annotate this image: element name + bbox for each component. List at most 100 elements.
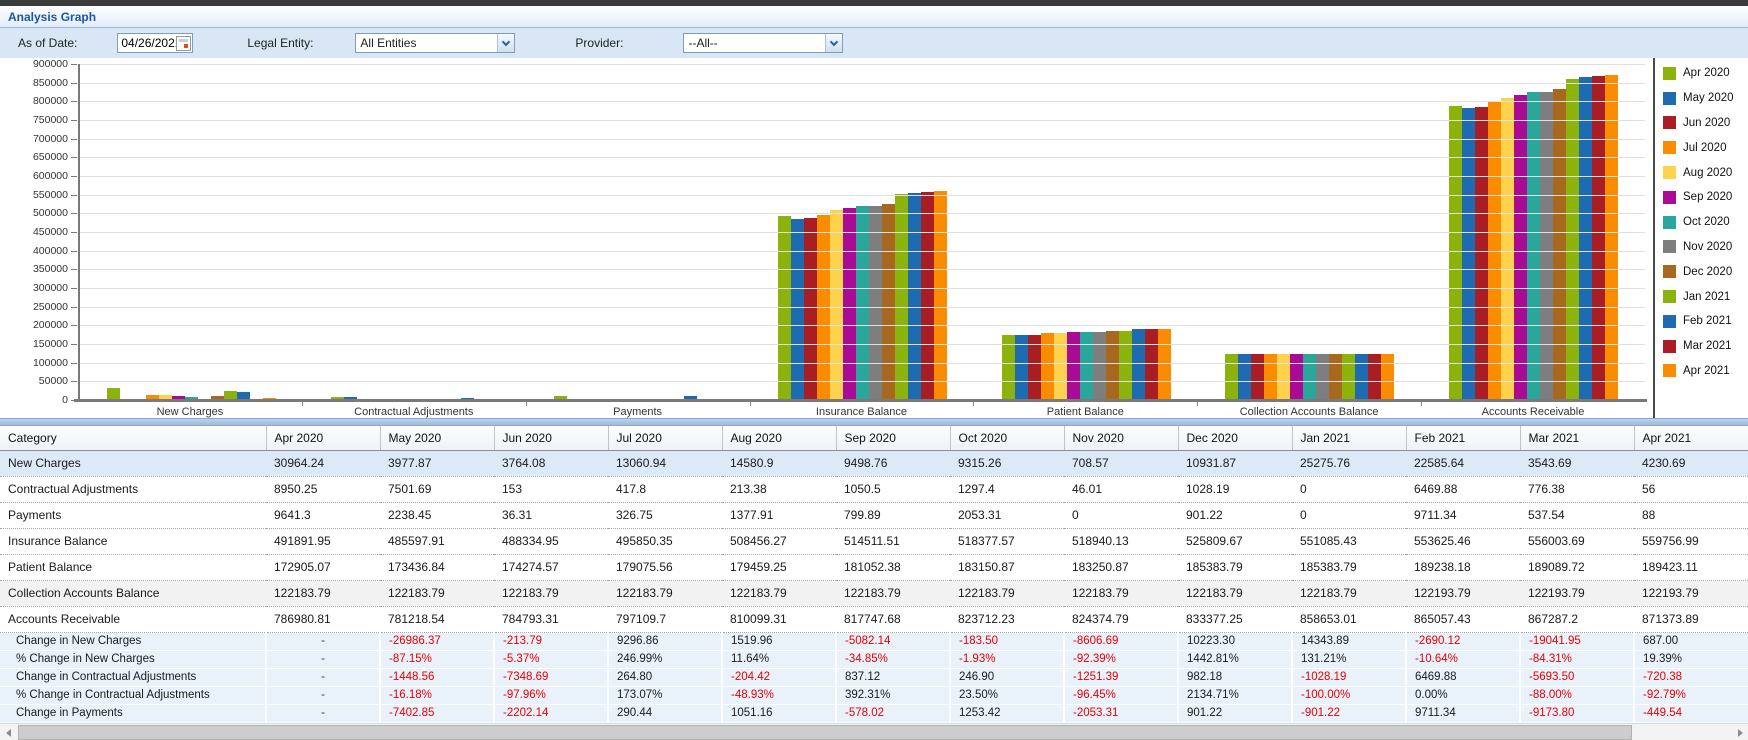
y-axis-tick-label: 350000 xyxy=(32,263,68,276)
bar xyxy=(1381,354,1395,400)
table-row[interactable]: New Charges 30964.24 3977.87 3764.08 13060.9… xyxy=(0,449,1748,476)
cell: -1028.19 xyxy=(1291,667,1406,686)
column-header[interactable]: Apr 2021 xyxy=(1633,426,1748,451)
cell: 1051.16 xyxy=(721,703,836,722)
cell: -720.38 xyxy=(1633,667,1748,686)
as-of-date-field[interactable] xyxy=(117,33,194,53)
cell: 2053.31 xyxy=(950,501,1064,528)
row-label: Collection Accounts Balance xyxy=(0,579,266,606)
cell: 525809.67 xyxy=(1178,527,1292,554)
row-label: Change in Contractual Adjustments xyxy=(0,667,266,686)
table-row[interactable]: Patient Balance 172905.07 173436.84 174274.… xyxy=(0,553,1748,580)
y-axis-tick xyxy=(71,101,77,103)
table-header-row: Category Apr 2020 May 2020 Jun 2020 Jul 2020… xyxy=(0,426,1748,451)
table-row[interactable]: Insurance Balance 491891.95 485597.91 48833… xyxy=(0,527,1748,554)
bar xyxy=(185,396,199,400)
legend-item: Nov 2020 xyxy=(1663,235,1748,260)
as-of-date-label: As of Date: xyxy=(18,36,78,50)
legend-label: Nov 2020 xyxy=(1683,240,1733,253)
cell: -7348.69 xyxy=(493,667,608,686)
bar xyxy=(1066,332,1080,400)
cell: 179075.56 xyxy=(608,553,722,580)
bar xyxy=(1225,354,1239,400)
chart-table-splitter[interactable] xyxy=(0,418,1748,426)
column-header[interactable]: Feb 2021 xyxy=(1405,426,1520,451)
legend-swatch xyxy=(1663,240,1676,254)
bar xyxy=(1500,97,1514,400)
cell: 122183.79 xyxy=(608,579,722,606)
legend-item: Apr 2021 xyxy=(1663,359,1748,384)
bar xyxy=(1053,333,1067,400)
cell: 488334.95 xyxy=(494,527,608,554)
bar xyxy=(330,396,344,400)
cell: 9711.34 xyxy=(1405,703,1520,722)
provider-select[interactable]: --All-- xyxy=(683,33,844,53)
cell: -97.96% xyxy=(493,685,608,704)
legend-swatch xyxy=(1663,141,1676,155)
cell: -449.54 xyxy=(1633,703,1748,722)
y-axis-tick xyxy=(71,194,77,196)
row-label: % Change in New Charges xyxy=(0,649,266,668)
column-header[interactable]: Aug 2020 xyxy=(721,426,836,451)
table-row[interactable]: % Change in New Charges - -87.15% -5.37% 246… xyxy=(0,649,1748,668)
cell: 122183.79 xyxy=(266,579,380,606)
cell: 871373.89 xyxy=(1634,605,1748,632)
cell: 122183.79 xyxy=(1064,579,1178,606)
y-axis-tick-label: 700000 xyxy=(32,132,68,145)
table-row[interactable]: Change in Contractual Adjustments - -1448.… xyxy=(0,667,1748,686)
x-axis-line xyxy=(74,399,1647,402)
column-header[interactable]: May 2020 xyxy=(379,426,494,451)
column-header[interactable]: Jul 2020 xyxy=(607,426,722,451)
x-axis-category-label: Collection Accounts Balance xyxy=(1239,406,1379,418)
horizontal-scrollbar[interactable] xyxy=(0,723,1748,740)
scroll-right-button[interactable] xyxy=(1732,725,1748,740)
scroll-left-button[interactable] xyxy=(0,725,16,740)
bar xyxy=(343,397,357,400)
legal-entity-value: All Entities xyxy=(360,36,417,50)
row-label: % Change in Contractual Adjustments xyxy=(0,685,266,704)
cell: 817747.68 xyxy=(836,605,950,632)
cell: 0 xyxy=(1064,501,1178,528)
provider-dropdown-button[interactable] xyxy=(825,34,843,52)
column-header[interactable]: Nov 2020 xyxy=(1063,426,1178,451)
table-row[interactable]: Change in Payments - -7402.85 -2202.14 290.4… xyxy=(0,703,1748,722)
bar xyxy=(1526,92,1540,400)
table-row[interactable]: Change in New Charges - -26986.37 -213.79 92… xyxy=(0,631,1748,650)
table-row[interactable]: % Change in Contractual Adjustments - -16.… xyxy=(0,685,1748,704)
table-row[interactable]: Contractual Adjustments 8950.25 7501.69 153… xyxy=(0,475,1748,502)
bar xyxy=(868,206,882,400)
table-row[interactable]: Accounts Receivable 786980.81 781218.54 784… xyxy=(0,605,1748,632)
scrollbar-thumb[interactable] xyxy=(18,725,1632,740)
cell: 122193.79 xyxy=(1406,579,1520,606)
cell: -901.22 xyxy=(1291,703,1406,722)
column-header[interactable]: Jun 2020 xyxy=(493,426,608,451)
column-header[interactable]: Apr 2020 xyxy=(265,426,380,451)
cell: -7402.85 xyxy=(379,703,494,722)
cell: - xyxy=(265,685,380,704)
as-of-date-input[interactable] xyxy=(118,35,177,51)
calendar-icon[interactable] xyxy=(176,35,192,51)
legend-item: Mar 2021 xyxy=(1663,334,1748,359)
gridline xyxy=(80,194,1645,196)
legend-label: Jan 2021 xyxy=(1683,290,1731,303)
column-header[interactable]: Mar 2021 xyxy=(1519,426,1634,451)
cell: -1251.39 xyxy=(1063,667,1178,686)
cell: 122183.79 xyxy=(950,579,1064,606)
column-header[interactable]: Category xyxy=(0,426,266,451)
cell: 784793.31 xyxy=(494,605,608,632)
column-header[interactable]: Dec 2020 xyxy=(1177,426,1292,451)
column-header[interactable]: Oct 2020 xyxy=(949,426,1064,451)
legal-entity-dropdown-button[interactable] xyxy=(497,34,515,52)
bar-group-4 xyxy=(777,64,947,400)
column-header[interactable]: Jan 2021 xyxy=(1291,426,1406,451)
cell: 9296.86 xyxy=(607,631,722,650)
cell: -92.39% xyxy=(1063,649,1178,668)
cell: 491891.95 xyxy=(266,527,380,554)
legend-swatch xyxy=(1663,66,1676,80)
table-row[interactable]: Payments 9641.3 2238.45 36.31 326.75 1377.91 7… xyxy=(0,501,1748,528)
cell: 1442.81% xyxy=(1177,649,1292,668)
table-row[interactable]: Collection Accounts Balance 122183.79 1221… xyxy=(0,579,1748,606)
y-axis-tick xyxy=(71,213,77,215)
column-header[interactable]: Sep 2020 xyxy=(835,426,950,451)
legal-entity-select[interactable]: All Entities xyxy=(355,33,516,53)
